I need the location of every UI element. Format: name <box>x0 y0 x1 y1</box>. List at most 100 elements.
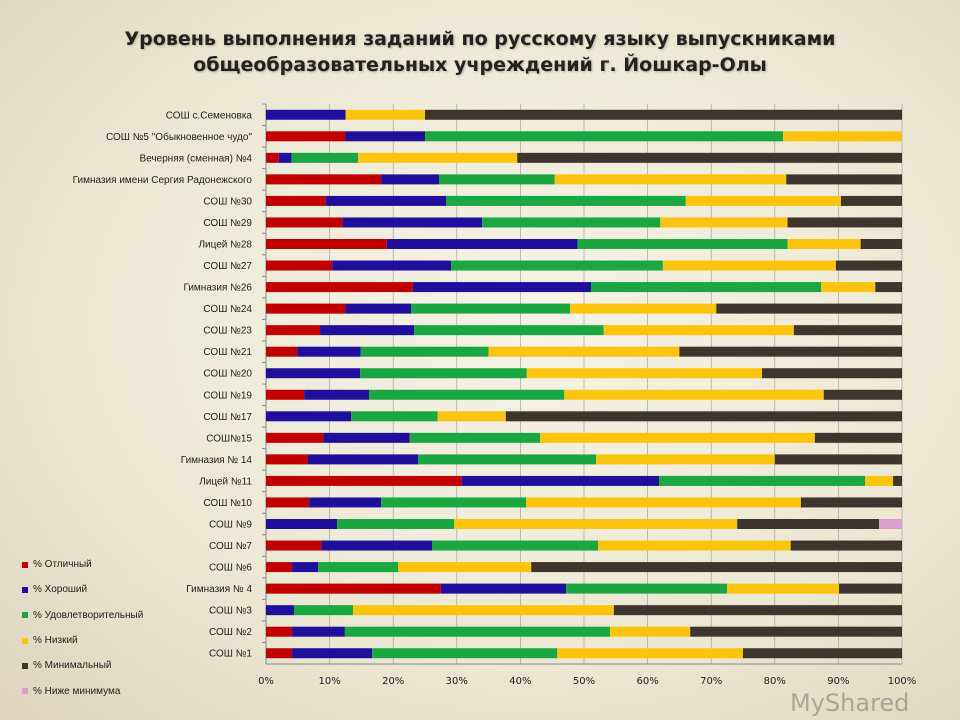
bar-segment <box>320 325 415 336</box>
bar-segment <box>762 368 902 379</box>
title-line-2: общеобразовательных учреждений г. Йошкар… <box>193 54 767 76</box>
bar-segment <box>342 217 483 228</box>
y-category-label: СОШ №1 <box>209 649 252 660</box>
bar-segment <box>345 131 425 142</box>
bar-segment <box>839 583 902 594</box>
y-category-label: Гимназия № 14 <box>181 455 253 466</box>
bar-segment <box>325 195 446 206</box>
bar-segment <box>266 109 346 120</box>
bar-segment <box>596 454 775 465</box>
legend-swatch <box>22 688 28 695</box>
bar-segment <box>451 260 663 271</box>
y-category-label: Гимназия №26 <box>183 283 252 294</box>
bar-segment <box>266 605 294 616</box>
bar-segment <box>409 432 541 443</box>
bar-segment <box>685 195 841 206</box>
bar-segment <box>266 497 310 508</box>
bar-segment <box>266 411 352 422</box>
bar-segment <box>418 454 597 465</box>
y-category-label: СОШ №9 <box>209 520 252 531</box>
bar-segment <box>875 282 902 293</box>
bar-segment <box>727 583 840 594</box>
bar-segment <box>564 389 824 400</box>
bar-segment <box>266 519 338 529</box>
x-tick-label: 30% <box>446 676 468 687</box>
bar-segment <box>266 131 346 142</box>
bar-segment <box>266 475 462 486</box>
bar-segment <box>321 540 432 551</box>
y-category-label: СОШ №5 "Обыкновенное чудо" <box>106 131 252 143</box>
x-tick-label: 60% <box>636 676 658 687</box>
bar-segment <box>266 648 293 659</box>
y-category-label: СОШ №29 <box>203 218 252 229</box>
chart-title: Уровень выполнения заданий по русскому я… <box>0 26 960 78</box>
y-category-label: СОШ №2 <box>209 627 252 638</box>
y-category-label: СОШ №6 <box>209 563 252 574</box>
y-category-label: Гимназия имени Сергия Радонежского <box>73 175 253 186</box>
legend-label: % Хороший <box>33 584 88 596</box>
bar-segment <box>570 303 717 314</box>
bar-segment <box>783 131 902 142</box>
bar-segment <box>787 239 861 249</box>
bar-segment <box>554 174 787 185</box>
bar-segment <box>372 648 558 659</box>
bar-segment <box>482 217 661 228</box>
y-category-label: Вечерняя (сменная) №4 <box>139 153 252 164</box>
legend-item: % Удовлетворительный <box>22 603 143 628</box>
bar-segment <box>860 239 902 249</box>
legend-label: % Отличный <box>33 559 92 571</box>
bar-segment <box>266 260 333 271</box>
x-tick-label: 80% <box>764 676 786 687</box>
y-category-label: СОШ №7 <box>209 541 252 552</box>
bar-segment <box>266 282 413 293</box>
y-category-label: СОШ №21 <box>203 347 252 358</box>
bar-segment <box>879 519 902 529</box>
bar-segment <box>786 174 902 185</box>
bar-segment <box>266 583 441 594</box>
bar-segment <box>577 239 788 249</box>
y-category-label: СОШ№15 <box>206 433 252 444</box>
y-category-label: СОШ №30 <box>203 196 252 207</box>
bar-segment <box>454 519 738 529</box>
bar-segment <box>716 303 902 314</box>
bar-segment <box>440 583 567 594</box>
bar-segment <box>445 195 686 206</box>
bar-segment <box>360 346 489 357</box>
bar-segment <box>526 497 801 508</box>
bar-segment <box>425 109 902 120</box>
x-tick-label: 40% <box>509 676 531 687</box>
bar-segment <box>840 195 902 206</box>
bar-segment <box>291 152 359 163</box>
legend-item: % Отличный <box>22 552 143 577</box>
bar-segment <box>318 562 399 573</box>
bar-segment <box>292 562 319 573</box>
legend: % Отличный % Хороший % Удовлетворительный%… <box>22 552 143 704</box>
y-category-label: СОШ №27 <box>203 261 252 272</box>
bar-segment <box>526 368 763 379</box>
y-category-label: СОШ №20 <box>203 369 252 380</box>
legend-item: % Низкий <box>22 628 143 653</box>
bar-segment <box>488 346 680 357</box>
y-category-label: СОШ №24 <box>203 304 252 315</box>
x-tick-label: 0% <box>258 676 274 687</box>
legend-swatch <box>22 612 28 619</box>
bar-segment <box>425 131 784 142</box>
legend-item: % Минимальный <box>22 653 143 678</box>
bar-segment <box>613 605 902 616</box>
x-tick-label: 90% <box>827 676 849 687</box>
bar-segment <box>337 519 455 529</box>
bar-segment <box>610 626 691 637</box>
bar-segment <box>266 540 322 551</box>
legend-item: % Хороший <box>22 577 143 602</box>
legend-swatch <box>22 561 28 568</box>
bar-segment <box>865 475 894 486</box>
bar-segment <box>309 497 382 508</box>
bar-segment <box>790 540 902 551</box>
bar-segment <box>292 648 373 659</box>
bar-segment <box>266 239 387 249</box>
bar-segment <box>381 174 439 185</box>
bar-segment <box>597 540 791 551</box>
y-category-label: СОШ с.Семеновка <box>166 110 253 121</box>
bar-segment <box>660 217 788 228</box>
